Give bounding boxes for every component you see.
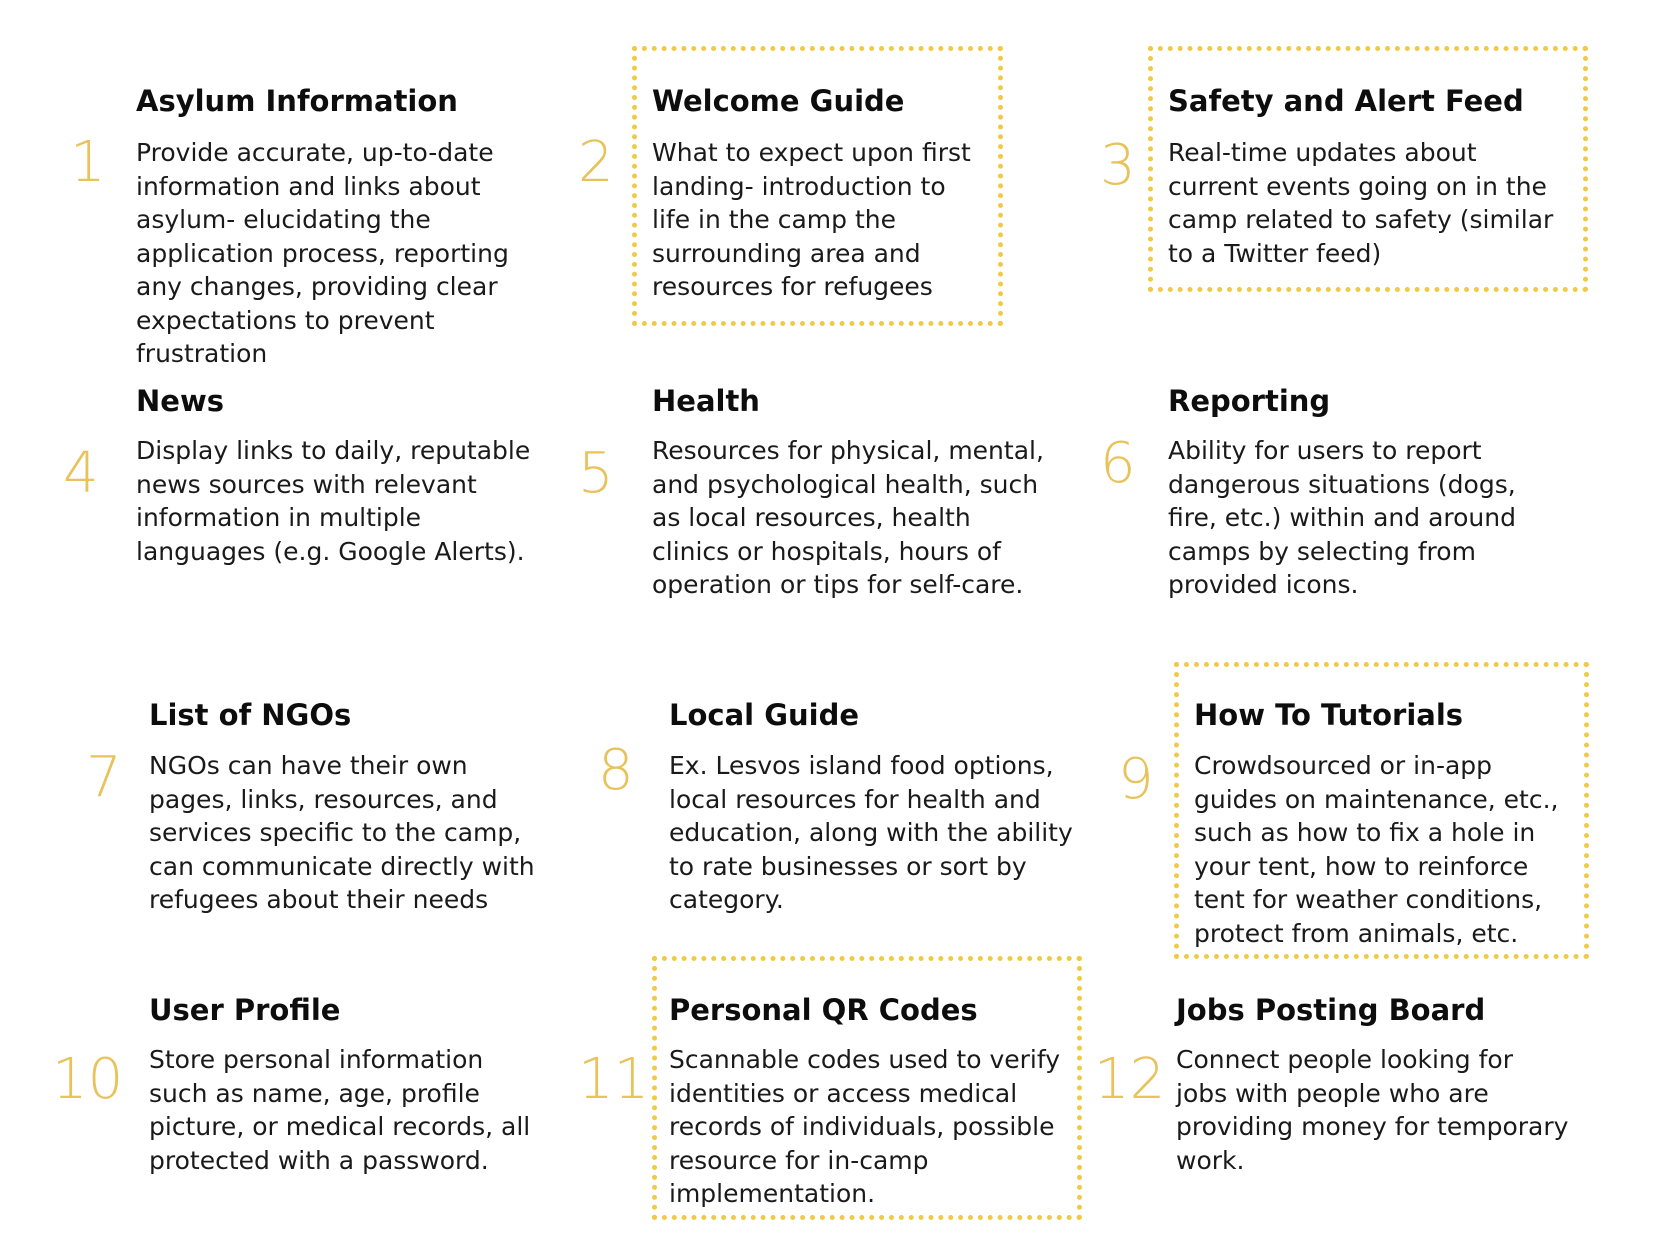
feature-number: 12: [1094, 1047, 1166, 1112]
feature-number: 8: [598, 738, 634, 803]
feature-description: Connect people looking for jobs with peo…: [1176, 1045, 1569, 1175]
feature-title: Health: [652, 384, 760, 418]
feature-description: NGOs can have their own pages, links, re…: [149, 751, 535, 914]
highlight-box-2: [632, 46, 1003, 326]
feature-number: 6: [1100, 431, 1136, 496]
highlight-box-3: [1148, 46, 1588, 292]
feature-description: Store personal information such as name,…: [149, 1045, 531, 1175]
highlight-box-11: [652, 956, 1082, 1220]
feature-description: What to expect upon first landing- intro…: [652, 138, 971, 301]
feature-description: Crowdsourced or in-app guides on mainten…: [1194, 751, 1559, 948]
feature-number: 1: [70, 130, 106, 195]
feature-number: 10: [52, 1047, 124, 1112]
feature-description: Ability for users to report dangerous si…: [1168, 436, 1516, 599]
feature-description: Scannable codes used to verify identitie…: [669, 1045, 1061, 1208]
feature-description: Display links to daily, reputable news s…: [136, 436, 531, 566]
feature-number: 7: [86, 745, 122, 810]
feature-number: 11: [578, 1047, 650, 1112]
feature-number: 5: [578, 441, 614, 506]
feature-title: Asylum Information: [136, 84, 458, 118]
feature-title: Welcome Guide: [652, 84, 905, 118]
feature-title: Local Guide: [669, 698, 860, 732]
feature-number: 3: [1100, 133, 1136, 198]
feature-number: 2: [578, 130, 614, 195]
feature-number: 4: [63, 441, 99, 506]
feature-title: News: [136, 384, 224, 418]
feature-title: Safety and Alert Feed: [1168, 84, 1524, 118]
feature-description: Provide accurate, up-to-date information…: [136, 138, 509, 368]
feature-description: Real-time updates about current events g…: [1168, 138, 1554, 268]
feature-number: 9: [1118, 747, 1154, 812]
feature-title: Reporting: [1168, 384, 1331, 418]
feature-title: Personal QR Codes: [669, 993, 978, 1027]
highlight-box-9: [1174, 662, 1589, 959]
feature-description: Resources for physical, mental, and psyc…: [652, 436, 1044, 599]
feature-title: List of NGOs: [149, 698, 352, 732]
feature-title: User Profile: [149, 993, 341, 1027]
feature-description: Ex. Lesvos island food options, local re…: [669, 751, 1073, 914]
feature-title: How To Tutorials: [1194, 698, 1464, 732]
feature-title: Jobs Posting Board: [1176, 993, 1486, 1027]
